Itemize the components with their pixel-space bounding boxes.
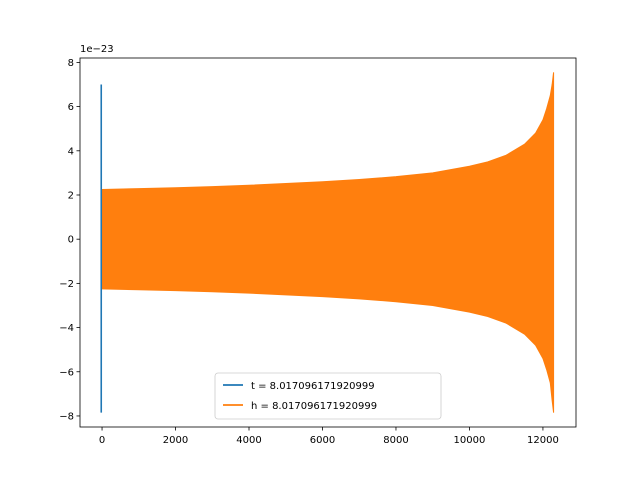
x-tick-label: 2000 (163, 435, 188, 446)
legend: t = 8.017096171920999 h = 8.0170961719209… (214, 372, 442, 420)
y-tick-label: −6 (59, 367, 74, 378)
legend-box (214, 372, 442, 420)
x-tick-label: 12000 (527, 435, 559, 446)
y-tick-label: 6 (68, 102, 74, 113)
y-tick-label: −2 (59, 279, 74, 290)
x-tick-label: 10000 (454, 435, 486, 446)
y-axis: −8 −6 −4 −2 0 2 4 6 8 (59, 58, 80, 422)
x-tick-label: 8000 (383, 435, 408, 446)
y-tick-label: −8 (59, 411, 74, 422)
y-tick-label: 2 (68, 190, 74, 201)
x-tick-label: 4000 (236, 435, 261, 446)
y-tick-label: 8 (68, 58, 74, 69)
axes-frame (79, 57, 577, 428)
plot-area (100, 72, 555, 413)
x-tick-label: 0 (99, 435, 105, 446)
legend-label: h = 8.017096171920999 (251, 401, 377, 412)
y-tick-label: −4 (59, 323, 74, 334)
y-tick-label: 0 (68, 235, 74, 246)
x-axis: 0 2000 4000 6000 8000 10000 12000 (99, 427, 559, 446)
y-tick-label: 4 (68, 146, 74, 157)
x-tick-label: 6000 (310, 435, 335, 446)
legend-label: t = 8.017096171920999 (251, 381, 375, 392)
series-h-envelope (101, 72, 555, 413)
y-offset-label: 1e−23 (80, 44, 114, 55)
